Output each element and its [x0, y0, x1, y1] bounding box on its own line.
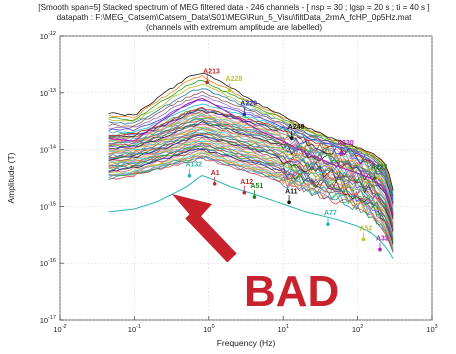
channel-name: A229 — [240, 100, 257, 107]
channel-label-a52: A52 — [359, 225, 372, 242]
channel-name: A11 — [285, 188, 298, 195]
channel-spectrum-17 — [108, 140, 394, 235]
channel-spectrum-high-10 — [108, 72, 394, 191]
x-tick-label: 102 — [352, 324, 363, 334]
channel-marker — [378, 247, 382, 252]
channel-name: A213 — [203, 68, 220, 75]
bad-arrowhead — [172, 194, 212, 222]
figure-title: [Smooth span=5] Stacked spectrum of MEG … — [38, 3, 429, 32]
channel-label-a228: A228 — [226, 76, 243, 93]
channel-marker — [361, 237, 366, 242]
channel-name: A51 — [250, 183, 263, 190]
y-axis-label: Amplitude (T) — [6, 152, 16, 203]
x-tick-label: 101 — [277, 324, 288, 334]
channel-marker — [289, 136, 294, 140]
y-tick-label: 10-13 — [40, 88, 56, 98]
channel-spectrum-high-2 — [108, 103, 394, 202]
channel-marker — [372, 176, 377, 181]
y-tick-label: 10-17 — [40, 315, 56, 325]
channel-spectra — [108, 72, 394, 259]
channel-marker — [212, 182, 217, 186]
channel-label-a32: A32 — [376, 236, 389, 252]
x-tick-label: 103 — [426, 324, 437, 334]
x-tick-label: 10-1 — [128, 324, 141, 334]
channel-label-a229: A229 — [240, 100, 257, 117]
channel-spectrum-36 — [108, 119, 394, 217]
channel-label-a132: A132 — [185, 162, 202, 178]
channel-spectrum-high-3 — [108, 99, 394, 200]
channel-name: A1 — [211, 170, 220, 177]
channel-marker — [187, 173, 192, 178]
channel-marker — [242, 112, 247, 117]
channel-spectrum-13 — [108, 144, 394, 241]
channel-label-a51: A51 — [250, 183, 263, 199]
bad-annotation: BAD — [172, 194, 339, 316]
y-tick-label: 10-14 — [40, 145, 56, 155]
channel-marker — [252, 195, 257, 199]
channel-marker — [287, 200, 291, 205]
channel-label-a12: A12 — [240, 179, 253, 195]
title-line-2: datapath : F:\MEG_Catsem\Catsem_Data\S01… — [57, 13, 413, 22]
channel-label-a77: A77 — [324, 210, 337, 226]
channel-spectrum-15 — [108, 142, 394, 240]
channel-spectrum-34 — [108, 121, 394, 219]
channel-marker — [205, 80, 209, 85]
channel-spectrum-7 — [108, 150, 394, 247]
channel-spectrum-outlier-high — [108, 97, 394, 216]
channel-label-a1: A1 — [211, 170, 220, 186]
channel-name: A248 — [288, 124, 305, 131]
channel-name: A32 — [376, 236, 389, 243]
channel-name: A230 — [337, 140, 354, 147]
x-tick-label: 100 — [203, 324, 214, 334]
y-axis-ticks: 10-17 10-16 10-15 10-14 10-13 10-12 — [40, 31, 64, 325]
channel-label-a248: A248 — [288, 124, 305, 140]
x-axis-ticks: 10-2 10-1 100 101 102 103 — [53, 316, 438, 334]
channel-marker — [339, 152, 343, 156]
y-tick-label: 10-15 — [40, 201, 56, 211]
channel-name: A227 — [371, 164, 388, 171]
channel-spectrum-30 — [108, 126, 394, 221]
channel-spectrum-high-1 — [108, 106, 394, 203]
channel-name: A77 — [324, 210, 337, 217]
bad-arrow — [185, 209, 237, 263]
channel-spectrum-outlier-low — [108, 175, 394, 259]
title-line-3: (channels with extremum amplitude are la… — [146, 23, 322, 32]
channel-spectrum-high-5 — [108, 91, 394, 196]
channel-name: A228 — [226, 76, 243, 83]
bad-label: BAD — [244, 267, 339, 316]
channel-spectrum-37 — [108, 118, 394, 214]
channel-spectrum-27 — [108, 129, 394, 225]
channel-spectrum-high-9 — [108, 74, 394, 191]
channel-label-a11: A11 — [285, 188, 298, 205]
channel-marker — [242, 190, 247, 195]
y-tick-label: 10-16 — [40, 258, 56, 268]
channel-spectrum-40 — [108, 114, 394, 211]
channel-label-a213: A213 — [203, 68, 220, 85]
x-axis-label: Frequency (Hz) — [217, 338, 276, 348]
channel-spectrum-high-8 — [108, 79, 394, 192]
channel-spectrum-high-4 — [108, 94, 394, 197]
y-tick-label: 10-12 — [40, 31, 56, 41]
channel-name: A52 — [359, 225, 372, 232]
x-tick-label: 10-2 — [53, 324, 66, 334]
channel-name: A12 — [240, 179, 253, 186]
channel-marker — [227, 88, 232, 93]
channel-name: A132 — [185, 162, 202, 169]
channel-spectrum-16 — [108, 142, 394, 238]
channel-marker — [326, 222, 330, 226]
title-line-1: [Smooth span=5] Stacked spectrum of MEG … — [38, 3, 429, 12]
channel-label-a227: A227 — [371, 164, 388, 181]
channel-label-a230: A230 — [337, 140, 354, 156]
